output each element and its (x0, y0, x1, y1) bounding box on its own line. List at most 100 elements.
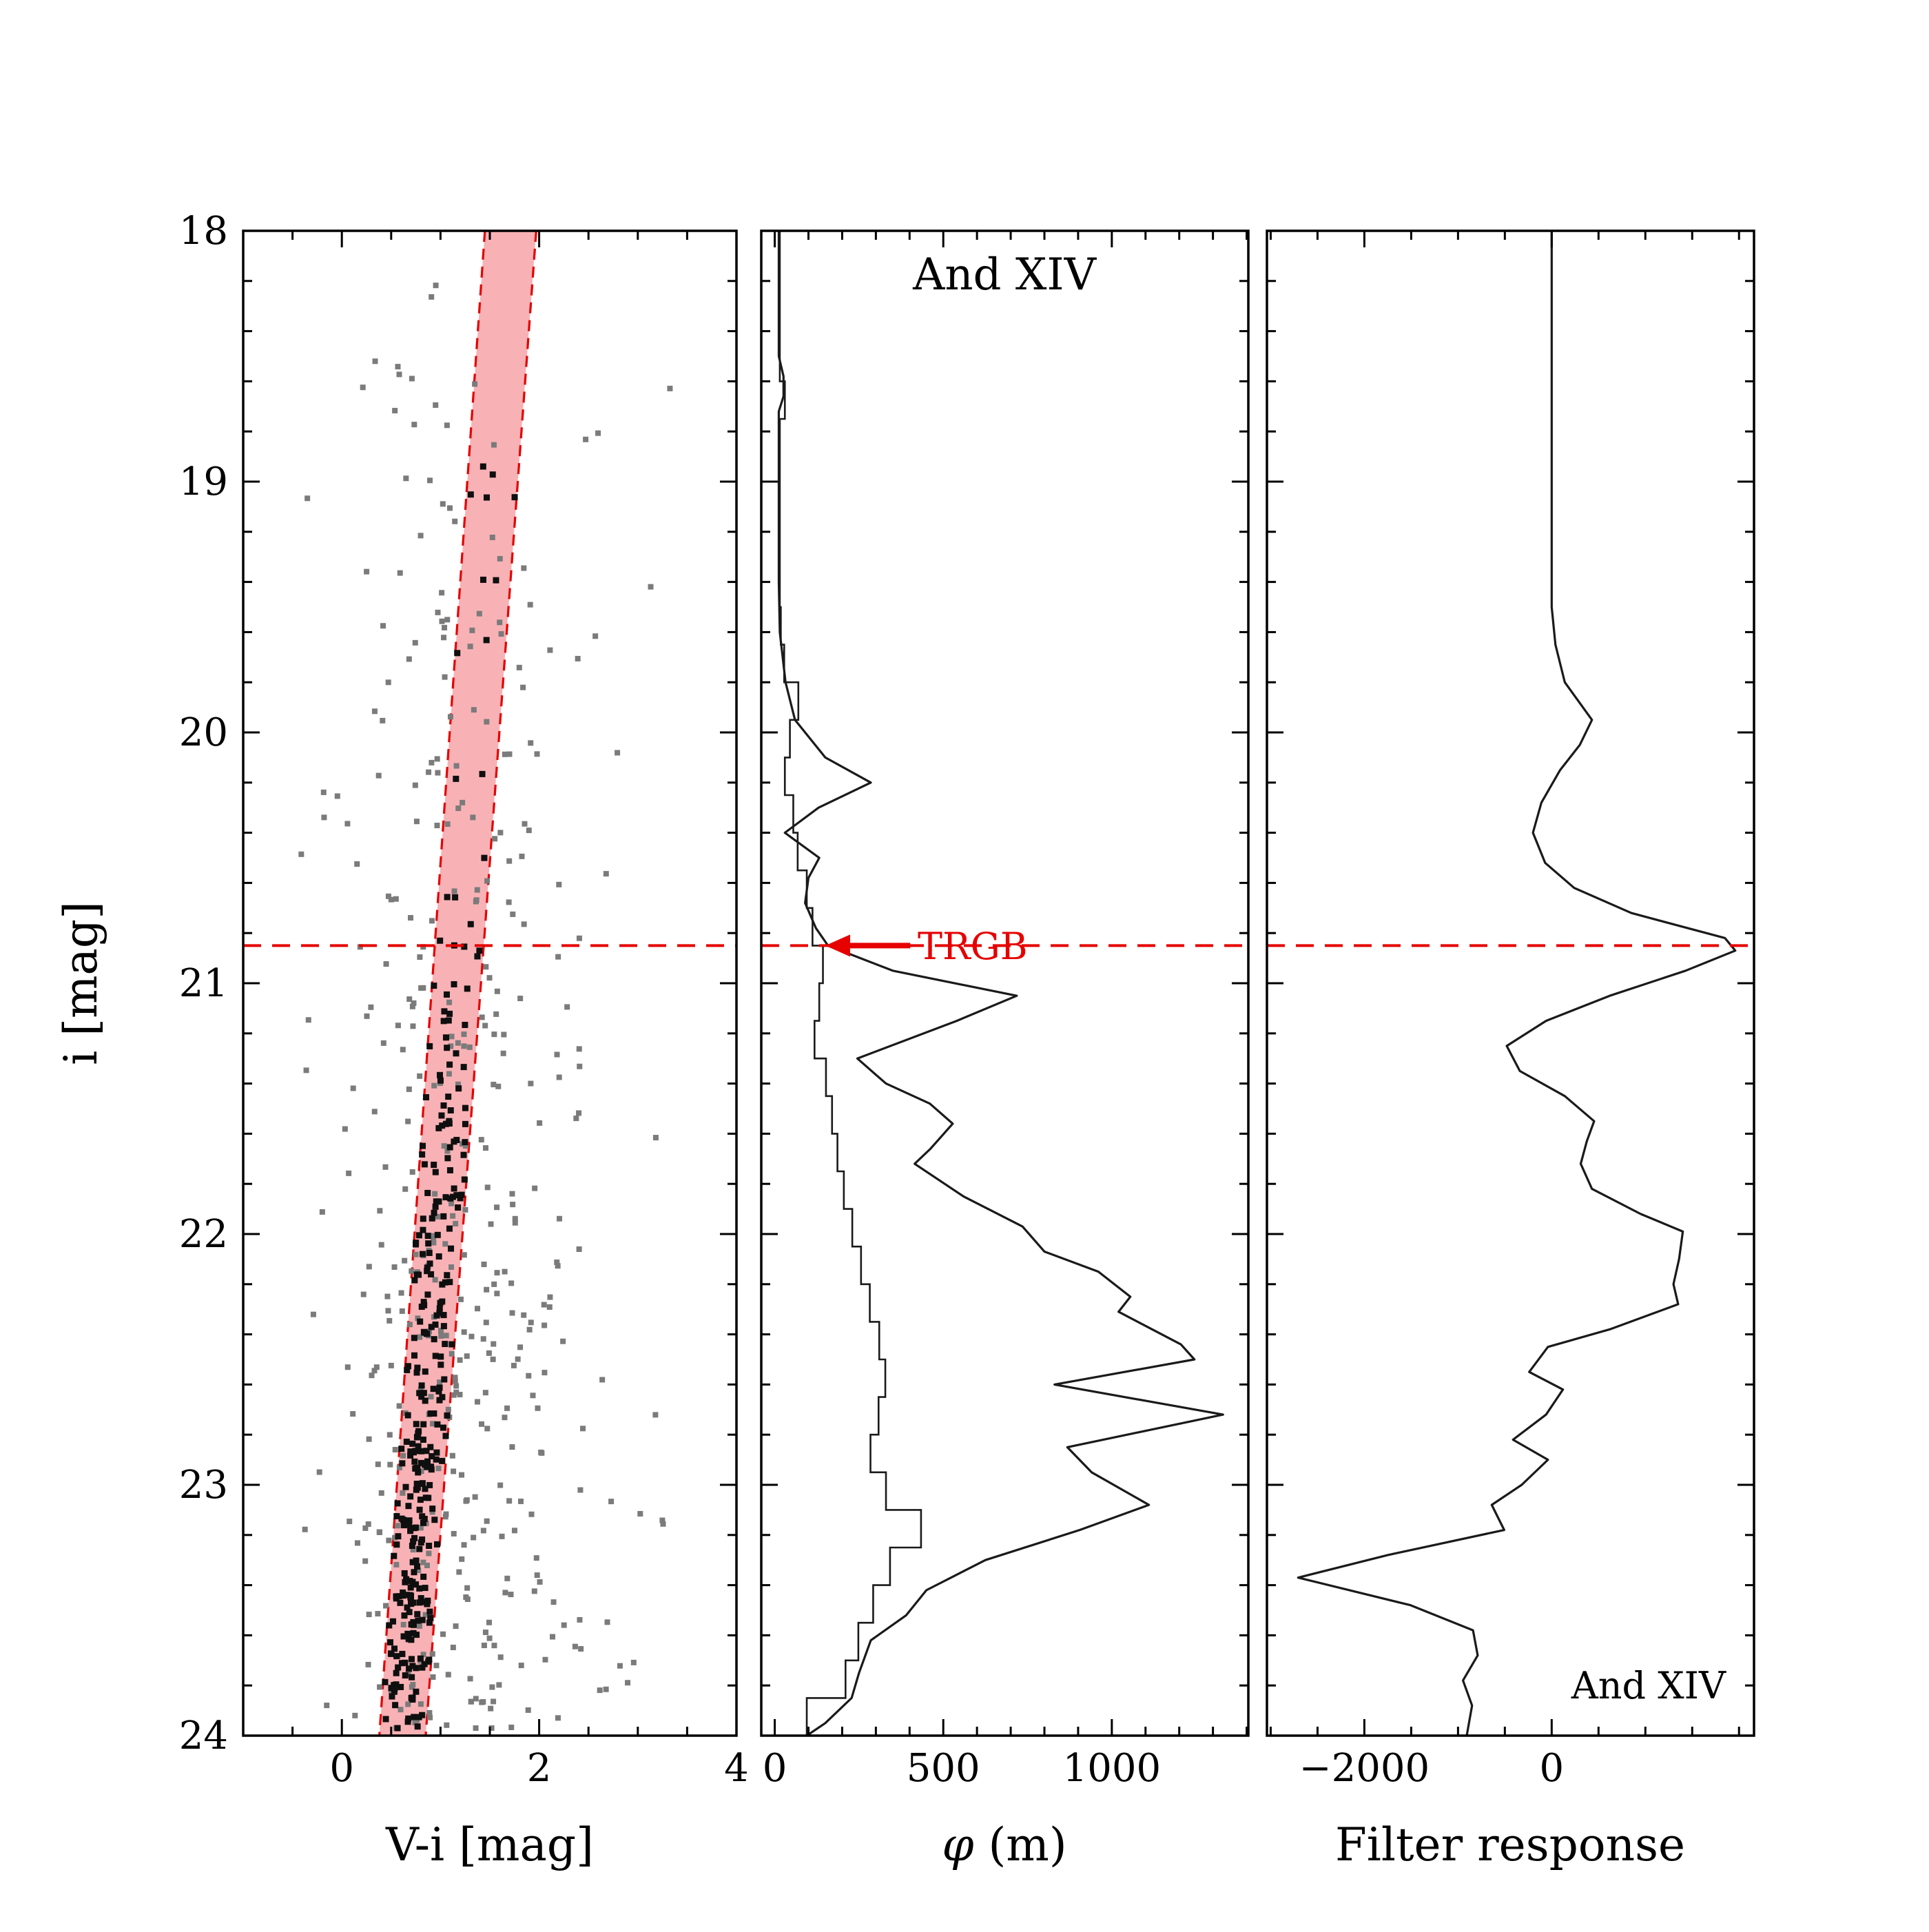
field-star (572, 1643, 578, 1650)
field-star (522, 821, 528, 827)
member-star (403, 1592, 410, 1599)
field-star (468, 1698, 474, 1705)
field-star (537, 1120, 543, 1126)
field-star (464, 1585, 471, 1591)
member-star (462, 1139, 468, 1146)
member-star (452, 894, 459, 901)
field-star (417, 954, 423, 960)
field-star (452, 1378, 458, 1384)
field-star (471, 1534, 477, 1541)
field-star (429, 294, 435, 300)
field-star (450, 1213, 456, 1219)
field-star (350, 1085, 356, 1091)
member-star (441, 1376, 448, 1383)
field-star (365, 1661, 371, 1667)
field-star (484, 719, 490, 725)
field-star (464, 1353, 470, 1359)
field-star (625, 1680, 631, 1686)
field-star (506, 899, 512, 905)
member-star (421, 1302, 428, 1308)
field-star (410, 1023, 416, 1029)
field-star (446, 505, 453, 511)
field-star (443, 1333, 449, 1339)
field-star (444, 821, 451, 828)
field-star (486, 1619, 492, 1625)
field-star (448, 1043, 454, 1049)
field-star (615, 750, 621, 756)
field-star (592, 633, 599, 639)
field-star (599, 1377, 606, 1383)
field-star (473, 897, 479, 903)
field-star (554, 1259, 560, 1265)
member-star (422, 1368, 429, 1375)
member-star (428, 1463, 435, 1470)
member-star (406, 1665, 413, 1672)
field-star (509, 1191, 515, 1197)
field-star (362, 1558, 369, 1564)
field-star (405, 1118, 411, 1124)
field-star (451, 888, 457, 894)
member-star (407, 1493, 414, 1500)
member-star (418, 1382, 425, 1389)
field-star (531, 1588, 537, 1594)
member-star (395, 1533, 402, 1540)
member-star (434, 1421, 441, 1428)
field-star (400, 1490, 406, 1496)
field-star (453, 763, 460, 769)
member-star (413, 1486, 420, 1493)
field-star (418, 985, 424, 991)
member-star (420, 1226, 426, 1233)
member-star (428, 1271, 435, 1277)
field-star (480, 1336, 486, 1342)
y-tick-label: 18 (179, 209, 228, 254)
member-star (420, 1299, 427, 1306)
field-star (316, 1469, 322, 1475)
field-star (446, 1071, 452, 1077)
field-star (372, 358, 378, 364)
member-star (455, 1085, 462, 1092)
member-star (416, 1506, 423, 1513)
field-star (366, 1612, 372, 1618)
member-star (446, 1225, 453, 1232)
member-star (415, 1232, 422, 1239)
field-star (482, 1630, 488, 1636)
field-star (484, 878, 491, 884)
field-star (457, 1296, 464, 1302)
member-star (410, 1599, 417, 1606)
field-star (422, 1612, 429, 1618)
field-star (435, 770, 441, 776)
field-star (411, 422, 417, 428)
field-star (479, 1421, 485, 1427)
field-star (369, 1373, 375, 1379)
member-star (386, 1622, 393, 1629)
member-star (424, 1291, 431, 1298)
field-star (451, 1392, 457, 1398)
field-star (418, 1468, 424, 1474)
field-star (526, 1373, 532, 1379)
field-star (556, 1074, 562, 1080)
field-star (564, 1004, 570, 1010)
field-star (393, 1561, 400, 1568)
field-star (484, 1426, 491, 1432)
field-star (346, 1170, 352, 1176)
member-star (411, 1449, 417, 1456)
field-star (395, 1022, 401, 1029)
field-star (439, 590, 445, 596)
field-star (430, 1674, 436, 1681)
field-star (429, 918, 435, 924)
member-star (435, 1198, 442, 1205)
member-star (425, 1240, 432, 1247)
member-star (444, 1272, 451, 1279)
field-star (444, 1148, 451, 1154)
field-star (486, 1635, 493, 1641)
field-star (517, 1344, 524, 1350)
field-star (388, 896, 394, 903)
field-star (302, 1526, 308, 1532)
field-star (467, 644, 473, 650)
field-star (459, 1556, 465, 1562)
member-star (437, 1077, 444, 1084)
member-star (394, 1725, 401, 1731)
field-star (344, 821, 351, 827)
field-star (578, 1646, 584, 1652)
member-star (462, 1104, 468, 1111)
